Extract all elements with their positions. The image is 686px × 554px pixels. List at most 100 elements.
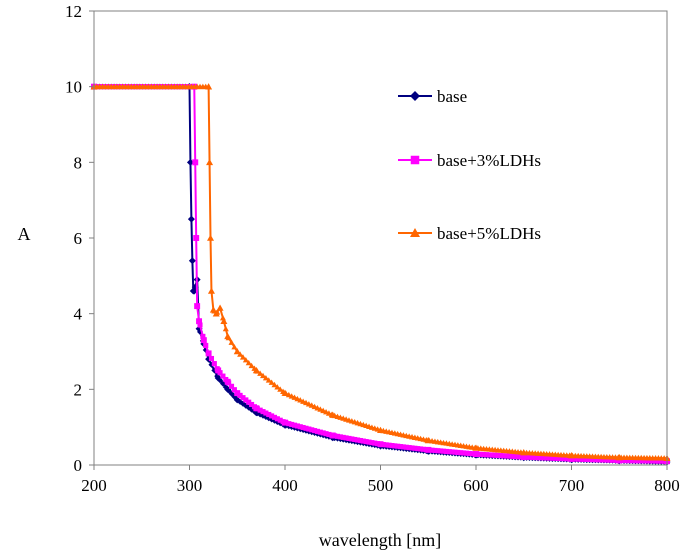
data-point [297,424,303,430]
data-point [214,366,220,372]
legend-label: base+3%LDHs [437,151,541,170]
data-point [194,303,200,309]
data-point [220,317,228,325]
data-point [498,453,504,459]
data-point [526,454,533,460]
data-point [245,359,252,366]
data-point [265,377,272,383]
data-point [555,455,561,461]
data-point [478,451,484,457]
data-point [219,314,226,321]
data-point [219,380,226,387]
data-point [615,457,621,463]
data-point [389,443,395,449]
data-point [231,343,238,350]
data-point [415,446,421,452]
x-tick-label: 600 [463,476,489,495]
legend-marker [410,155,420,165]
data-point [266,411,272,418]
data-point [546,455,553,461]
x-axis: 200 300 400 500 600 700 800 [81,465,680,495]
data-point [220,373,226,379]
data-point [260,372,267,379]
data-point [418,446,424,452]
data-point [286,421,292,427]
data-point [355,437,361,443]
legend-item: base+3%LDHs [398,151,541,170]
data-point [506,453,512,459]
legend: base base+3%LDHs base+5%LDHs [398,87,541,243]
data-point [251,404,257,410]
data-point [512,453,518,460]
data-point [257,370,264,376]
data-point [246,399,252,405]
data-point [621,457,627,464]
data-point [650,458,656,464]
data-point [332,433,338,439]
data-point [337,434,343,440]
legend-marker [410,91,420,101]
y-tick-label: 4 [74,305,83,324]
data-point [357,437,363,444]
data-point [380,441,386,448]
legend-label: base [437,87,467,106]
data-point [458,450,464,456]
data-point [294,423,300,429]
data-point [228,383,235,389]
data-point [398,444,404,450]
data-point [208,355,215,362]
data-point [535,455,541,461]
data-point [360,438,366,444]
data-point [641,458,647,464]
data-point [521,454,527,460]
data-point [661,458,667,464]
data-point [200,333,206,339]
data-point [595,457,601,463]
data-point [632,458,639,464]
data-point [575,456,581,462]
data-point [248,362,255,369]
data-point [409,445,415,451]
data-point [604,457,610,463]
data-point [552,455,558,461]
data-point [249,401,255,408]
data-point [472,451,478,457]
data-point [277,386,284,392]
data-point [403,444,409,450]
data-point [271,414,278,420]
data-point [211,361,217,367]
y-axis-title: A [18,224,31,244]
data-point [225,387,232,394]
data-point [618,457,624,464]
data-point [262,374,269,381]
data-point [655,458,661,464]
data-point [658,458,664,464]
data-point [346,435,352,441]
data-point [466,450,472,456]
data-point [610,457,616,463]
data-point [486,452,492,458]
data-point [627,458,633,464]
data-point [635,458,641,464]
data-point [188,216,195,223]
data-point [237,392,243,398]
data-point [435,448,441,454]
data-point [440,448,447,454]
data-point [217,377,224,384]
data-point [429,447,435,453]
data-point [377,441,384,447]
data-point [274,384,281,390]
data-point [206,350,212,356]
data-point [386,442,392,448]
data-point [624,458,630,464]
data-point [277,417,283,423]
data-point [320,430,326,436]
data-point [214,309,221,315]
data-point [196,318,203,325]
data-point [561,456,567,462]
data-point [392,443,398,449]
data-point [323,431,329,437]
data-point [483,452,490,458]
data-point [541,455,547,461]
